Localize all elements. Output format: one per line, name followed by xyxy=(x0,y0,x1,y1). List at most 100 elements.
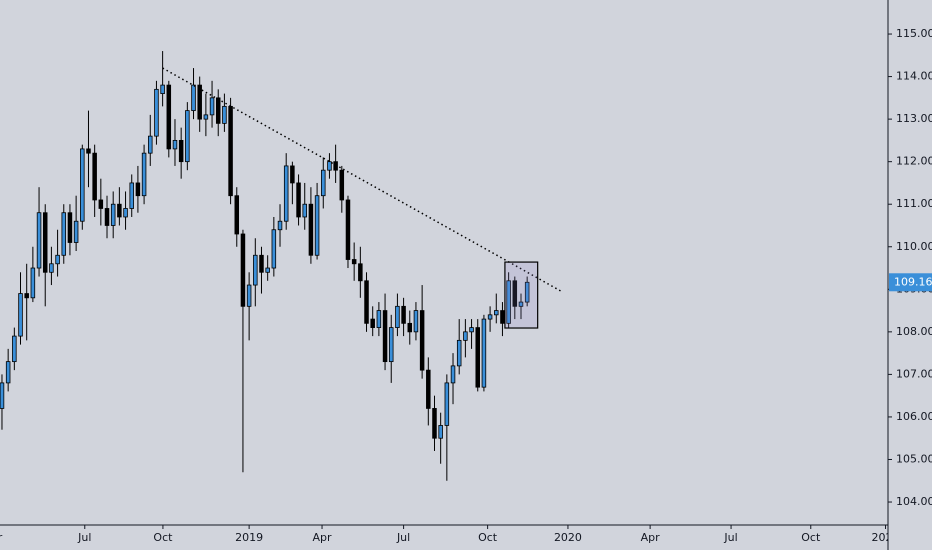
candle-body xyxy=(456,339,462,367)
candle-body xyxy=(92,152,97,201)
trendline xyxy=(162,67,564,293)
candle-body xyxy=(370,318,375,328)
candle-body xyxy=(259,254,264,273)
candle-body xyxy=(426,369,431,409)
candle-body xyxy=(123,208,128,218)
candle-body xyxy=(110,203,116,226)
candle-body xyxy=(351,259,357,265)
plot-area xyxy=(0,51,564,481)
candle-body xyxy=(209,97,215,116)
candle-body xyxy=(401,305,406,324)
y-tick-label: 110.000 xyxy=(896,240,932,253)
price-axis: 104.000105.000106.000107.000108.000109.0… xyxy=(887,0,932,550)
candle-body xyxy=(49,263,54,273)
candle-body xyxy=(61,212,67,256)
x-tick-label: Jul xyxy=(77,531,91,544)
candle-body xyxy=(518,301,524,307)
candle-body xyxy=(438,425,443,439)
candle-body xyxy=(36,212,42,269)
candle-body xyxy=(432,408,437,439)
y-tick-label: 113.000 xyxy=(896,112,932,125)
candle-body xyxy=(12,335,17,363)
candle-body xyxy=(80,148,85,222)
candle-body xyxy=(481,318,487,388)
candle-body xyxy=(475,327,480,388)
y-tick-label: 107.000 xyxy=(896,367,932,380)
x-tick-label: 2019 xyxy=(235,531,263,544)
y-tick-label: 106.000 xyxy=(896,410,932,423)
candle-body xyxy=(86,148,91,154)
candle-body xyxy=(463,331,468,341)
candle-body xyxy=(24,293,29,299)
y-tick-label: 108.000 xyxy=(896,325,932,338)
candle-body xyxy=(197,84,202,120)
candle-body xyxy=(469,327,474,333)
y-tick-label: 112.000 xyxy=(896,155,932,168)
x-tick-label: 2021 xyxy=(872,531,900,544)
x-tick-label: Oct xyxy=(801,531,821,544)
candle-body xyxy=(308,203,314,256)
candle-body xyxy=(141,152,147,197)
candle-body xyxy=(0,382,5,409)
candle-body xyxy=(283,165,289,222)
candle-body xyxy=(185,110,190,163)
x-tick-label: 2020 xyxy=(554,531,582,544)
candle-body xyxy=(253,254,258,286)
candle-body xyxy=(376,310,382,328)
time-axis: Apr Jul Oct 2019 Apr Jul Oct 2020 Apr Jul Oct 2021 xyxy=(0,525,900,544)
y-tick-label: 104.000 xyxy=(896,495,932,508)
candle-body xyxy=(494,310,499,316)
candle-body xyxy=(67,212,73,243)
candle-body xyxy=(203,114,209,120)
candle-body xyxy=(117,203,122,218)
candle-body xyxy=(191,84,196,112)
candle-body xyxy=(135,182,141,197)
candle-body xyxy=(5,361,11,384)
x-tick-label: Oct xyxy=(478,531,498,544)
y-tick-label: 105.000 xyxy=(896,452,932,465)
candle-body xyxy=(413,310,419,333)
candle-body xyxy=(277,220,283,231)
candle-body xyxy=(55,254,60,265)
candle-body xyxy=(42,212,48,273)
candle-body xyxy=(98,199,104,209)
candle-body xyxy=(18,293,23,337)
candle-body xyxy=(166,84,172,150)
candle-body xyxy=(339,169,345,201)
candle-body xyxy=(104,208,110,226)
x-tick-label: Apr xyxy=(641,531,661,544)
x-tick-label: Apr xyxy=(0,531,3,544)
x-tick-label: Apr xyxy=(313,531,333,544)
candle-body xyxy=(444,382,450,426)
candle-body xyxy=(302,203,307,218)
candle-body xyxy=(388,327,394,363)
candle-body xyxy=(333,161,338,171)
candle-body xyxy=(364,280,369,324)
candle-body xyxy=(246,284,252,307)
candle-body xyxy=(178,139,184,163)
y-tick-label: 115.000 xyxy=(896,27,932,40)
y-tick-label: 114.000 xyxy=(896,70,932,83)
x-tick-label: Jul xyxy=(396,531,410,544)
candle-body xyxy=(506,280,511,324)
candle-body xyxy=(271,229,277,269)
candle-body xyxy=(290,165,295,184)
candle-body xyxy=(222,105,227,124)
y-tick-label: 111.000 xyxy=(896,197,932,210)
candle-body xyxy=(265,267,270,273)
candle-body xyxy=(345,199,351,260)
candle-body xyxy=(172,139,178,150)
candle-body xyxy=(129,182,134,209)
candle-body xyxy=(395,305,400,328)
candle-body xyxy=(314,195,320,256)
candle-body xyxy=(73,220,79,243)
candle-body xyxy=(240,233,246,307)
last-price-label: 109.165 xyxy=(894,275,932,288)
candle-body xyxy=(382,310,388,363)
candle-body xyxy=(321,169,326,197)
highlight-box xyxy=(504,261,539,329)
candle-body xyxy=(148,135,153,154)
candle-body xyxy=(154,88,159,137)
candle-body xyxy=(327,161,332,171)
